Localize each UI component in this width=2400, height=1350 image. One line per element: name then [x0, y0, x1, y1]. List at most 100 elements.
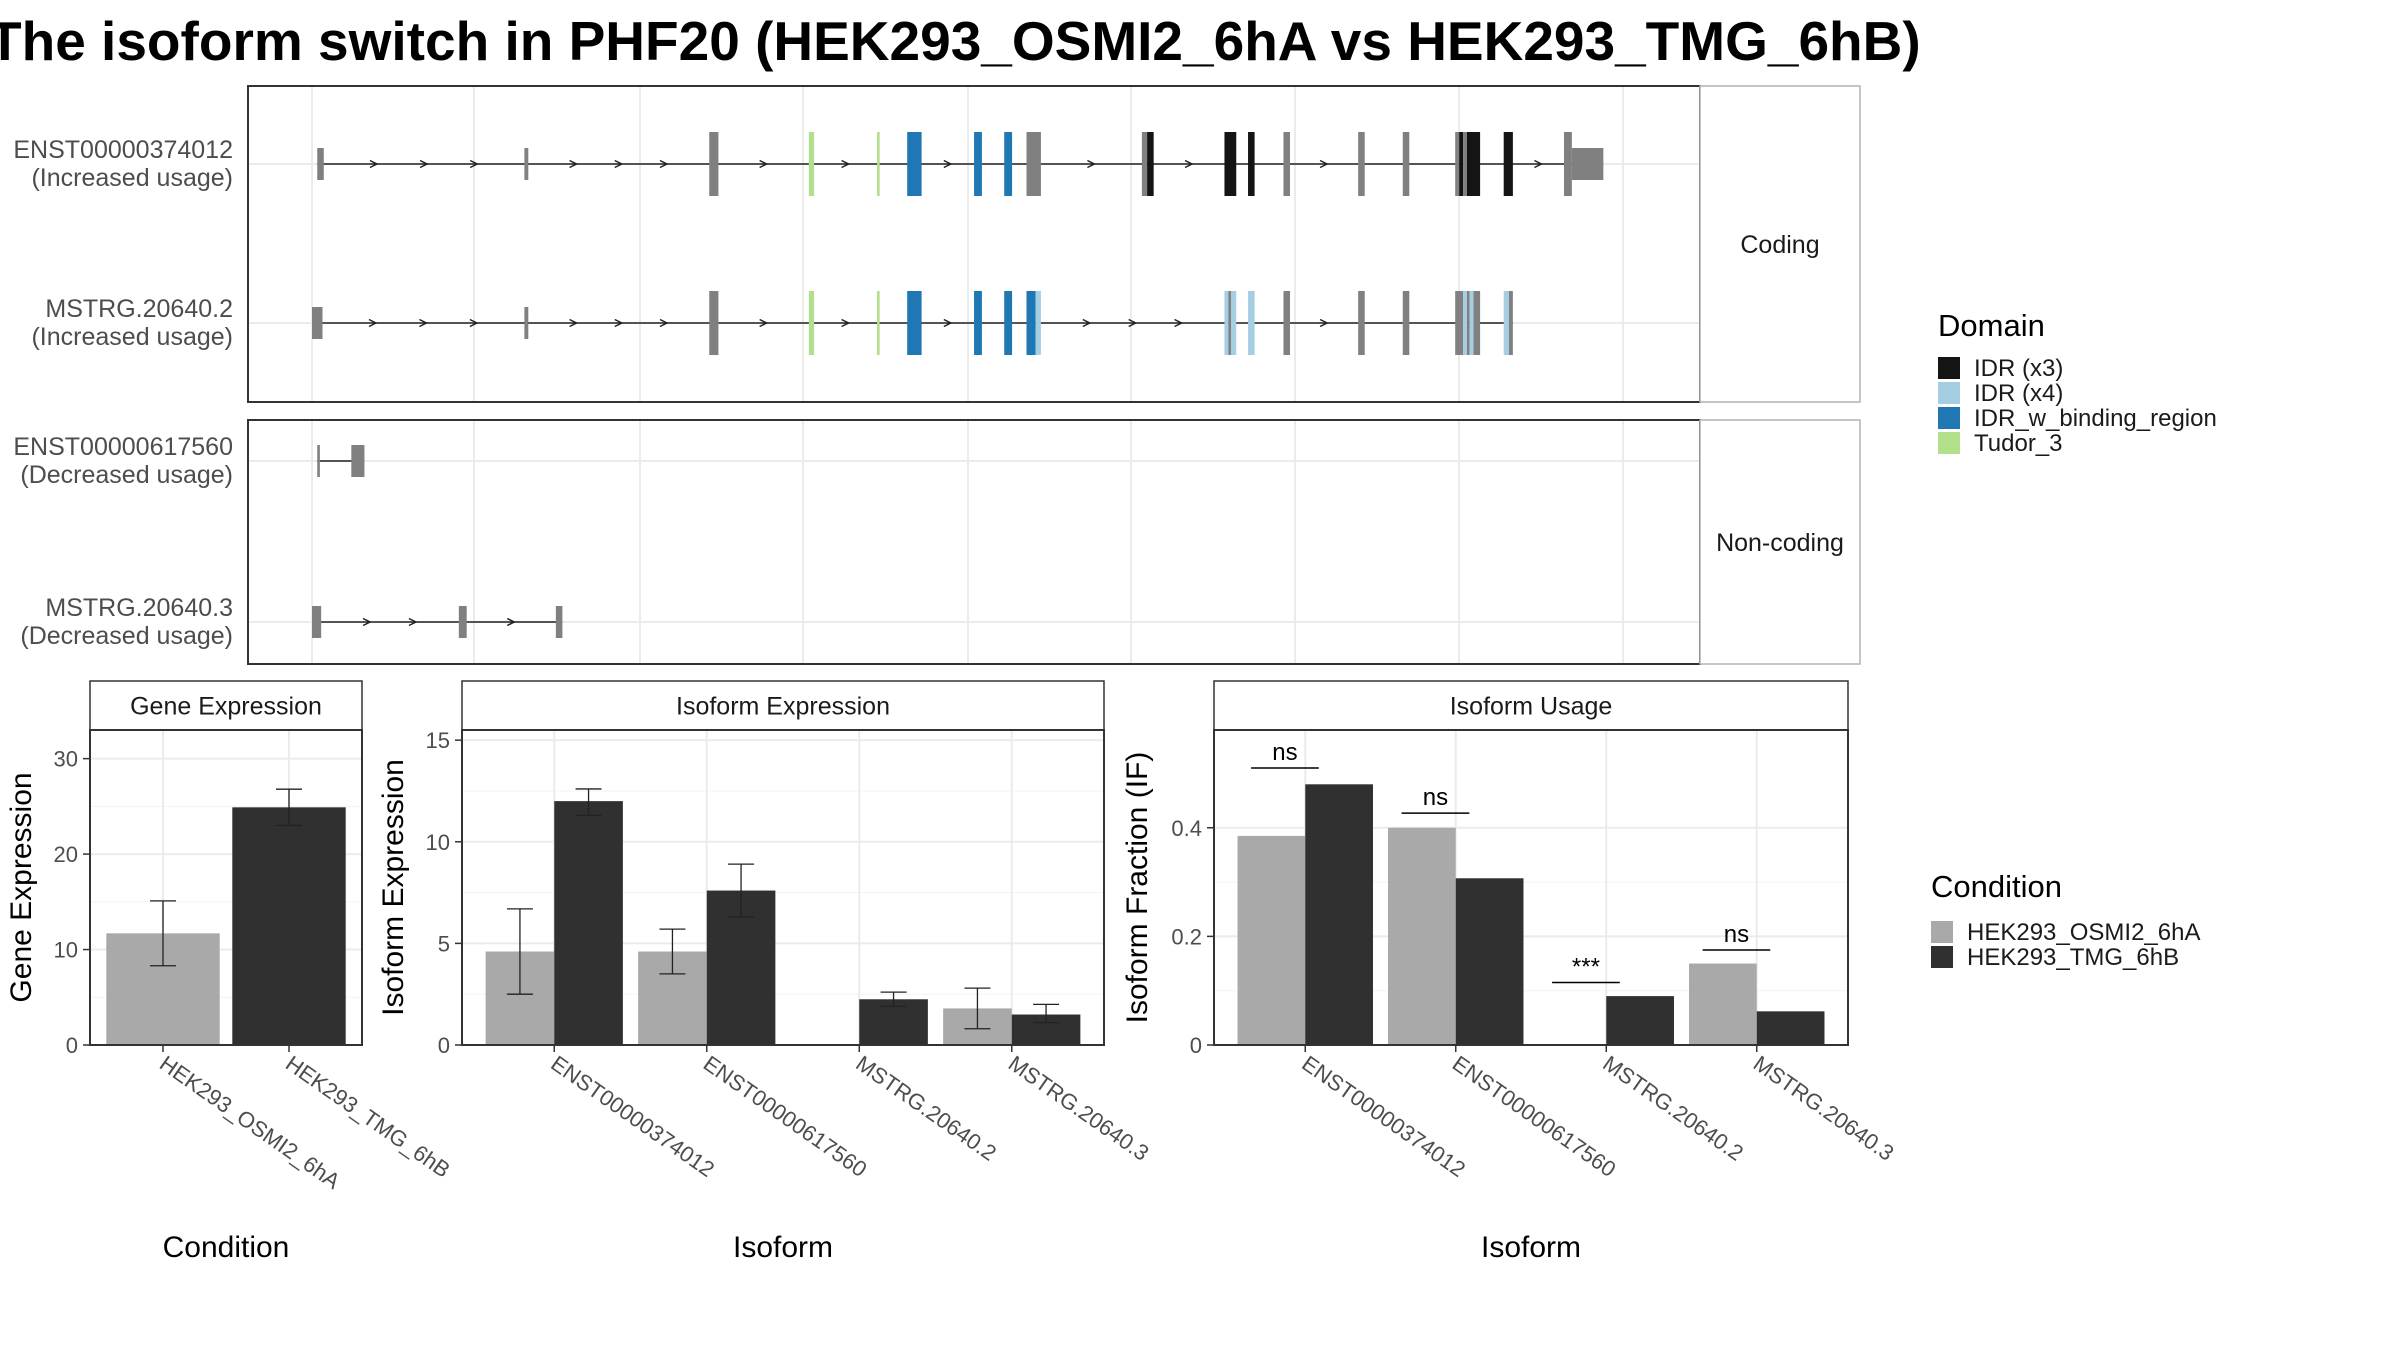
transcript-label: MSTRG.20640.3 [45, 594, 233, 622]
transcript-label: ENST00000374012 [13, 136, 233, 164]
chart-title-strip [89, 680, 363, 731]
strip-label-coding: Coding [1740, 231, 1819, 259]
exon [312, 307, 323, 339]
exon-idr-x4 [1224, 291, 1229, 355]
significance-label: *** [1572, 954, 1600, 981]
exon-idr-x3 [1503, 132, 1513, 196]
x-tick-label: ENST00000374012 [546, 1051, 719, 1182]
significance-label: ns [1724, 921, 1749, 948]
transcript-usage: (Increased usage) [31, 164, 233, 192]
direction-arrow [419, 159, 429, 169]
exon-idr-w-binding-region [907, 291, 922, 355]
direction-arrow [1184, 159, 1194, 169]
exon [1358, 132, 1365, 196]
figure-title: The isoform switch in PHF20 (HEK293_OSMI… [0, 10, 1921, 72]
x-axis-label: Isoform [733, 1231, 833, 1264]
isoform-usage-chart: Isoform Usage 0 0.2 0.4 ns ns *** ns ENST0000037… [1121, 680, 1899, 1264]
direction-arrow [1128, 318, 1138, 328]
direction-arrow [659, 159, 669, 169]
exon [317, 445, 320, 477]
direction-arrow [469, 318, 479, 328]
domain-legend: Domain IDR (x3)IDR (x4)IDR_w_binding_regi… [1938, 308, 2217, 457]
exon-idr-x4 [1469, 291, 1474, 355]
direction-arrow [408, 617, 418, 627]
bar-mstrg-20640-3-hek293-tmg-6hb [1756, 1011, 1825, 1045]
transcript-label: ENST00000617560 [13, 433, 233, 461]
direction-arrow [943, 159, 953, 169]
exon [1508, 291, 1513, 355]
y-axis-label: Isoform Expression [377, 759, 410, 1016]
transcript-enst00000617560: ENST00000617560(Decreased usage) [13, 433, 365, 489]
exon [1455, 291, 1464, 355]
y-tick-label: 0.2 [1171, 924, 1202, 949]
transcript-mstrg-20640-3: MSTRG.20640.3(Decreased usage) [20, 594, 563, 650]
exon [458, 606, 467, 638]
direction-arrow [614, 318, 624, 328]
plot-border [1213, 729, 1849, 1046]
direction-arrow [1082, 318, 1092, 328]
bar-enst00000617560-hek293-tmg-6hb [1455, 878, 1524, 1045]
exon [1473, 291, 1481, 355]
legend-swatch-idr-w-binding-region [1938, 407, 1960, 429]
exon [1466, 291, 1470, 355]
y-tick-label: 15 [426, 728, 450, 753]
exon [1463, 132, 1467, 196]
exon-idr-x4 [1248, 291, 1255, 355]
exon-idr-x3 [1466, 132, 1481, 196]
direction-arrow [841, 159, 851, 169]
legend-label-hek293-tmg-6hb: HEK293_TMG_6hB [1967, 944, 2179, 971]
legend-label-hek293-osmi2-6ha: HEK293_OSMI2_6hA [1967, 919, 2200, 946]
exon [524, 148, 529, 180]
chart-title-strip [461, 680, 1105, 731]
y-tick-label: 20 [54, 842, 78, 867]
y-tick-label: 10 [426, 830, 450, 855]
chart-title: Isoform Usage [1450, 693, 1613, 721]
bar-mstrg-20640-3-hek293-osmi2-6ha [1689, 963, 1757, 1045]
direction-arrow [1319, 318, 1329, 328]
legend-label-tudor-3: Tudor_3 [1974, 430, 2063, 457]
exon [1283, 291, 1291, 355]
direction-arrow [1087, 159, 1097, 169]
legend-swatch-hek293-tmg-6hb [1931, 946, 1953, 968]
chart-title-strip [1213, 680, 1849, 731]
exon-idr-w-binding-region [1026, 291, 1036, 355]
transcript-usage: (Increased usage) [31, 323, 233, 351]
panel-strip [1699, 85, 1861, 403]
y-tick-label: 0.4 [1171, 816, 1202, 841]
x-tick-label: ENST00000617560 [1448, 1051, 1621, 1182]
x-tick-label: MSTRG.20640.3 [1004, 1051, 1154, 1166]
significance-label: ns [1423, 784, 1448, 811]
plot-border [89, 729, 363, 1046]
exon-idr-w-binding-region [1004, 132, 1013, 196]
x-tick-label: MSTRG.20640.2 [851, 1051, 1001, 1166]
exon-idr-x4 [1035, 291, 1041, 355]
direction-arrow [362, 617, 372, 627]
exon-idr-x3 [1147, 132, 1154, 196]
exon [1564, 132, 1572, 196]
exon [1571, 148, 1604, 180]
exon [1141, 132, 1148, 196]
exon-idr-x3 [1248, 132, 1255, 196]
direction-arrow [506, 617, 516, 627]
transcript-usage: (Decreased usage) [20, 622, 233, 650]
exon-tudor-3 [808, 132, 815, 196]
exon-idr-w-binding-region [974, 291, 982, 355]
direction-arrow [419, 318, 429, 328]
transcript-mstrg-20640-2: MSTRG.20640.2(Increased usage) [31, 291, 1513, 355]
panel-strip [1699, 419, 1861, 665]
exon [709, 291, 719, 355]
direction-arrow [943, 318, 953, 328]
exon [1026, 132, 1041, 196]
y-tick-label: 10 [54, 938, 78, 963]
direction-arrow [369, 159, 379, 169]
x-tick-label: MSTRG.20640.3 [1749, 1051, 1899, 1166]
legend-swatch-idr-x4 [1938, 382, 1960, 404]
bar-enst00000374012-hek293-tmg-6hb [1305, 784, 1373, 1045]
exon [555, 606, 563, 638]
exon-idr-x4 [1231, 291, 1237, 355]
